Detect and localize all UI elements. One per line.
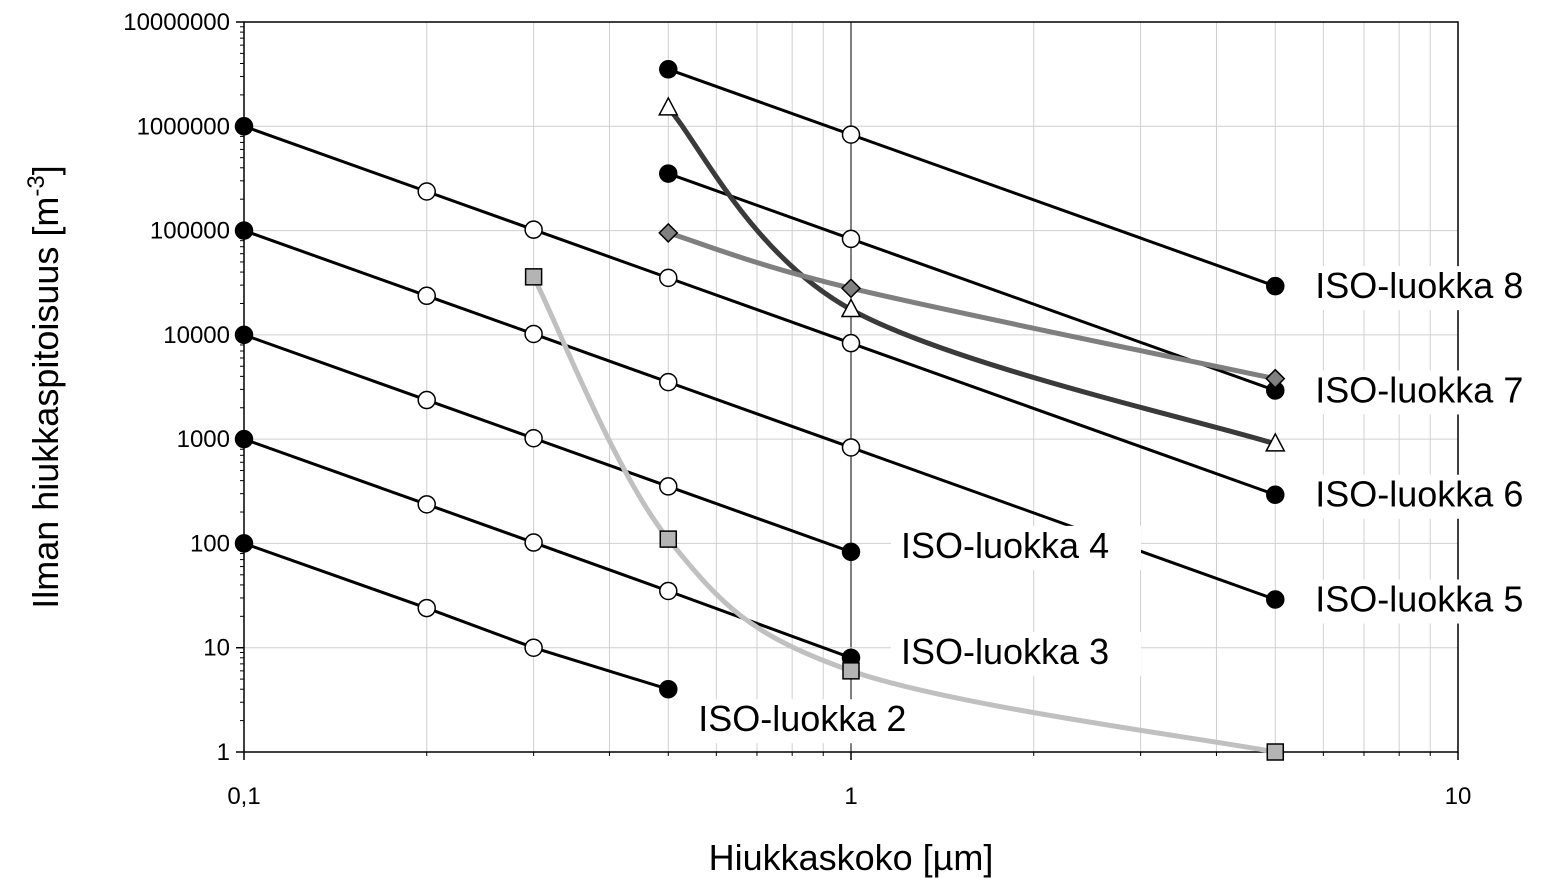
iso-class-point — [841, 229, 861, 249]
diamond-marker — [658, 222, 679, 243]
iso-class-label: ISO-luokka 8 — [1315, 265, 1523, 306]
y-tick-label: 10 — [203, 635, 230, 662]
iso-class-point — [417, 390, 436, 410]
y-tick-label: 10000 — [163, 322, 230, 349]
iso-class-point — [234, 429, 254, 449]
iso-class-point — [417, 598, 436, 618]
y-axis-title-superscript: -3 — [23, 175, 50, 196]
x-axis-title: Hiukkaskoko [µm] — [709, 837, 994, 878]
iso-class-line — [243, 437, 852, 660]
iso-class-label: ISO-luokka 5 — [1315, 578, 1523, 619]
y-axis-title-main: Ilman hiukkaspitoisuus [m — [25, 197, 66, 609]
iso-class-point — [1266, 485, 1285, 504]
iso-class-point — [659, 581, 678, 601]
iso-class-point — [524, 324, 543, 344]
iso-class-point — [841, 542, 861, 562]
iso-class-point — [524, 428, 543, 448]
iso-class-point — [841, 333, 861, 353]
iso-class-label: ISO-luokka 7 — [1315, 369, 1523, 410]
iso-class-point — [234, 221, 254, 240]
iso-class-point — [659, 477, 678, 496]
iso-class-point — [234, 325, 254, 345]
y-tick-label: 1 — [217, 739, 230, 766]
y-tick-label: 1000000 — [137, 113, 230, 140]
iso-class-point — [659, 268, 678, 288]
class-labels: ISO-luokka 8 ISO-luokka 7 ISO-luokka 6 ISO-… — [688, 265, 1556, 744]
iso-class-point — [524, 220, 543, 239]
diamond-marker — [840, 278, 862, 299]
iso-class-line — [243, 229, 1276, 601]
iso-class-point — [234, 534, 254, 553]
class-label-background — [688, 699, 939, 744]
class-label-background — [891, 631, 1141, 676]
iso-class-line — [243, 333, 852, 554]
iso-class-label: ISO-luokka 3 — [901, 631, 1109, 672]
iso-class-label: ISO-luokka 2 — [698, 698, 906, 739]
iso-class-line — [667, 67, 1276, 288]
iso-class-point — [417, 182, 436, 201]
y-axis-title-close: ] — [25, 165, 66, 175]
iso-class-point — [841, 125, 861, 144]
class-label-background — [1305, 474, 1556, 519]
measured-curve — [531, 275, 1276, 755]
iso-class-point — [659, 372, 678, 392]
iso-class-line — [243, 542, 669, 691]
y-tick-label: 100 — [190, 530, 230, 557]
class-label-background — [1305, 579, 1556, 624]
iso-class-point — [659, 60, 678, 79]
class-label-background — [891, 525, 1141, 570]
square-marker — [524, 268, 543, 286]
x-tick-label: 1 — [844, 783, 857, 810]
iso-class-label: ISO-luokka 4 — [901, 525, 1109, 566]
measured-lines — [531, 106, 1277, 755]
iso-class-point — [659, 679, 678, 699]
iso-class-point — [841, 438, 861, 457]
y-axis-title: Ilman hiukkaspitoisuus [m-3] — [23, 165, 66, 609]
triangle-marker — [1265, 432, 1286, 452]
y-tick-label: 100000 — [150, 218, 230, 245]
iso-class-point — [1266, 590, 1285, 609]
square-marker — [842, 662, 860, 680]
iso-class-point — [524, 638, 543, 657]
y-tick-label: 10000000 — [123, 9, 230, 36]
triangle-marker — [840, 297, 862, 318]
series-lines — [243, 67, 1276, 691]
iso-class-line — [243, 124, 1276, 497]
iso-class-point — [234, 117, 254, 136]
triangle-marker — [658, 96, 679, 116]
measured-curve — [667, 230, 1276, 382]
diamond-marker — [1265, 368, 1286, 389]
markers — [234, 60, 1286, 761]
iso-class-point — [524, 533, 543, 552]
iso-class-label: ISO-luokka 6 — [1315, 474, 1523, 515]
iso-class-point — [659, 164, 678, 183]
axis-ticks: 1 10 100 1000 10000 100000 1000000 10000000 0,1 1… — [123, 9, 1471, 810]
measured-curve — [666, 106, 1277, 447]
iso-class-point — [1266, 276, 1285, 296]
x-tick-label: 0,1 — [227, 783, 260, 810]
class-label-background — [1305, 266, 1556, 311]
class-label-background — [1305, 370, 1556, 415]
iso-class-point — [417, 495, 436, 514]
x-tick-label: 10 — [1445, 783, 1472, 810]
square-marker — [659, 530, 678, 548]
y-tick-label: 1000 — [177, 426, 230, 453]
square-marker — [1266, 743, 1285, 761]
iso-class-point — [417, 286, 436, 306]
